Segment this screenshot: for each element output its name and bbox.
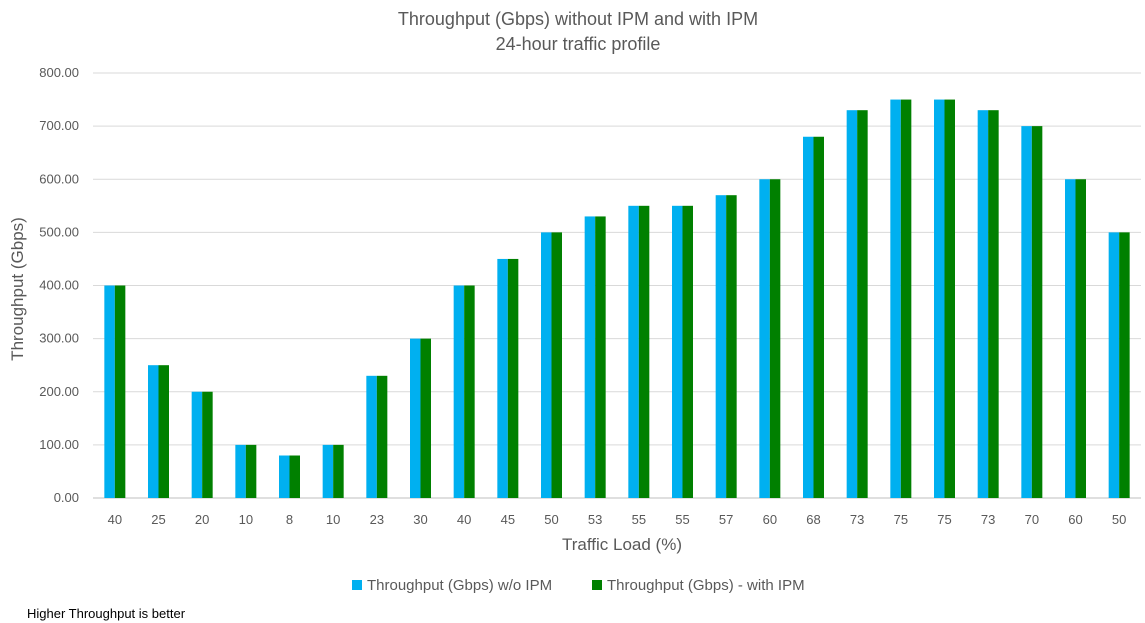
bar-with-ipm (813, 136, 824, 498)
bar-without-ipm (1065, 179, 1076, 498)
x-tick-label: 50 (544, 512, 558, 527)
legend-label: Throughput (Gbps) w/o IPM (367, 577, 552, 594)
bar-without-ipm (803, 136, 814, 498)
bar-without-ipm (1108, 232, 1120, 498)
gridlines (93, 72, 1141, 499)
bar-with-ipm (1075, 179, 1086, 498)
legend-swatch (592, 580, 602, 590)
bar-without-ipm (759, 179, 770, 498)
bar-without-ipm (366, 375, 377, 498)
x-axis-label: Traffic Load (%) (562, 535, 682, 554)
x-tick-label: 10 (239, 512, 253, 527)
bar-without-ipm (715, 195, 727, 498)
bar-without-ipm (977, 110, 989, 498)
bar-with-ipm (1031, 126, 1043, 498)
x-tick-label: 45 (501, 512, 515, 527)
bar-with-ipm (464, 285, 475, 498)
x-tick-label: 30 (413, 512, 427, 527)
bar-without-ipm (191, 391, 203, 498)
bar-with-ipm (944, 99, 955, 498)
bar-without-ipm (890, 99, 901, 498)
x-tick-label: 60 (763, 512, 777, 527)
y-tick-label: 100.00 (39, 437, 79, 452)
legend: Throughput (Gbps) w/o IPM Throughput (Gbp… (352, 577, 805, 594)
bar-with-ipm (114, 285, 126, 498)
x-tick-label: 23 (370, 512, 384, 527)
y-tick-label: 0.00 (54, 490, 79, 505)
x-tick-label: 57 (719, 512, 733, 527)
x-tick-label: 73 (850, 512, 864, 527)
legend-label: Throughput (Gbps) - with IPM (607, 577, 805, 594)
legend-swatch (352, 580, 362, 590)
bar-without-ipm (410, 338, 421, 498)
y-tick-label: 500.00 (39, 224, 79, 239)
bar-without-ipm (104, 285, 115, 498)
x-tick-label: 75 (937, 512, 951, 527)
bar-with-ipm (595, 216, 606, 498)
bar-with-ipm (245, 444, 257, 498)
bar-with-ipm (289, 455, 300, 498)
y-tick-label: 800.00 (39, 65, 79, 80)
x-tick-label: 55 (632, 512, 646, 527)
bar-without-ipm (235, 444, 246, 498)
bar-without-ipm (541, 232, 552, 498)
x-tick-label: 25 (151, 512, 165, 527)
bar-without-ipm (453, 285, 465, 498)
bar-with-ipm (1119, 232, 1130, 498)
bar-with-ipm (420, 338, 431, 498)
y-tick-labels: 0.00 100.00 200.00 300.00 400.00 500.00 600.00… (39, 65, 79, 505)
x-tick-label: 60 (1068, 512, 1082, 527)
y-axis-label: Throughput (Gbps) (8, 217, 27, 361)
bar-with-ipm (900, 99, 912, 498)
bar-with-ipm (769, 179, 781, 498)
x-tick-label: 55 (675, 512, 689, 527)
bar-with-ipm (988, 110, 999, 498)
x-tick-label: 53 (588, 512, 602, 527)
bar-with-ipm (726, 195, 737, 498)
bar-with-ipm (202, 391, 213, 498)
chart-subtitle: 24-hour traffic profile (496, 34, 661, 54)
bars (104, 99, 1130, 498)
x-tick-label: 68 (806, 512, 820, 527)
x-tick-label: 10 (326, 512, 340, 527)
bar-with-ipm (682, 205, 693, 498)
y-tick-label: 200.00 (39, 384, 79, 399)
chart-title: Throughput (Gbps) without IPM and with I… (398, 9, 758, 29)
bar-without-ipm (1021, 126, 1032, 498)
x-tick-label: 70 (1025, 512, 1039, 527)
bar-with-ipm (638, 205, 650, 498)
x-tick-label: 73 (981, 512, 995, 527)
bar-without-ipm (628, 205, 639, 498)
y-tick-label: 700.00 (39, 118, 79, 133)
bar-without-ipm (322, 444, 334, 498)
bar-without-ipm (846, 110, 858, 498)
bar-with-ipm (158, 365, 169, 498)
bar-without-ipm (497, 258, 508, 498)
x-tick-label: 40 (457, 512, 471, 527)
bar-without-ipm (672, 205, 683, 498)
x-tick-label: 75 (894, 512, 908, 527)
x-tick-label: 20 (195, 512, 209, 527)
bar-with-ipm (857, 110, 868, 498)
bar-with-ipm (376, 375, 388, 498)
bar-with-ipm (333, 444, 344, 498)
bar-without-ipm (934, 99, 945, 498)
y-tick-label: 400.00 (39, 278, 79, 293)
footnote: Higher Throughput is better (27, 606, 186, 621)
bar-with-ipm (551, 232, 562, 498)
bar-without-ipm (584, 216, 596, 498)
x-tick-label: 40 (108, 512, 122, 527)
bar-with-ipm (507, 258, 519, 498)
x-tick-label: 8 (286, 512, 293, 527)
bar-without-ipm (148, 365, 159, 498)
bar-without-ipm (279, 455, 290, 498)
x-tick-labels: 40 25 20 10 8 10 23 30 40 45 50 53 55 55 57 60 68 73 75 75 7… (108, 512, 1127, 527)
x-tick-label: 50 (1112, 512, 1126, 527)
y-tick-label: 300.00 (39, 331, 79, 346)
y-tick-label: 600.00 (39, 171, 79, 186)
